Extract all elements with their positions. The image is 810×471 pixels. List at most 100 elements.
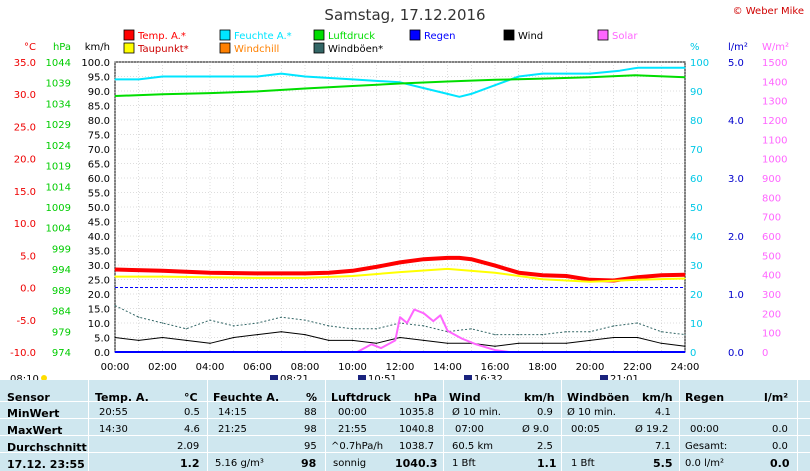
series-point xyxy=(161,93,164,95)
series-point xyxy=(209,92,211,94)
windboeen-min-value: 4.1 xyxy=(655,407,671,418)
regen-total-label: Gesamt: xyxy=(685,441,728,452)
kmh-axis-tick: 60.0 xyxy=(88,174,110,185)
legend-swatch xyxy=(123,29,135,41)
kmh-axis-tick: 20.0 xyxy=(88,290,110,301)
series-point xyxy=(432,320,434,322)
windboeen-max-value: Ø 19.2 xyxy=(635,424,669,435)
solar-axis-tick: 1000 xyxy=(762,155,787,166)
feuchte-avg-value: 95 xyxy=(304,441,317,452)
series-point xyxy=(565,331,567,333)
legend-swatch xyxy=(313,42,325,54)
percent-axis-tick: 0 xyxy=(690,348,696,359)
kmh-axis-tick: 65.0 xyxy=(88,160,110,171)
solar-axis-tick: 200 xyxy=(762,309,781,320)
x-tick-label: 02:00 xyxy=(148,362,177,373)
kmh-axis-tick: 55.0 xyxy=(88,189,110,200)
series-point xyxy=(406,322,408,324)
series-point xyxy=(328,339,330,341)
series-point xyxy=(636,336,639,339)
moon-icon xyxy=(464,375,472,380)
series-point xyxy=(351,78,354,80)
hpa-axis-tick: 974 xyxy=(52,348,71,359)
row-label-avg: Durchschnitt xyxy=(7,441,87,454)
percent-axis-tick: 50 xyxy=(690,203,703,214)
series-point xyxy=(185,339,187,341)
x-tick-label: 24:00 xyxy=(671,362,700,373)
series-point xyxy=(589,279,591,281)
solar-axis-tick: 1200 xyxy=(762,116,787,127)
temp-axis-tick: 0.0 xyxy=(20,284,36,295)
stats-table: Sensor MinWert MaxWert Durchschnitt 17.1… xyxy=(0,380,810,471)
legend-swatch xyxy=(409,29,421,41)
percent-axis-tick: 80 xyxy=(690,116,703,127)
series-point xyxy=(541,73,544,75)
series-point xyxy=(399,261,401,264)
solar-axis-tick: 100 xyxy=(762,329,781,340)
x-tick-label: 06:00 xyxy=(243,362,272,373)
series-point xyxy=(461,337,463,340)
solar-axis-tick: 800 xyxy=(762,193,781,204)
temp-min-time: 20:55 xyxy=(99,407,128,418)
regen-total-value: 0.0 xyxy=(772,441,788,452)
series-point xyxy=(636,322,639,324)
hpa-axis-tick: 979 xyxy=(52,327,71,338)
solar-axis-tick: 500 xyxy=(762,251,781,262)
percent-axis-label: % xyxy=(690,42,700,53)
sunrise-label: 08:10 xyxy=(10,374,39,380)
solar-axis-tick: 300 xyxy=(762,290,781,301)
series-point xyxy=(660,274,662,276)
series-point xyxy=(660,342,662,344)
x-tick-label: 16:00 xyxy=(481,362,510,373)
series-point xyxy=(446,330,449,332)
hpa-axis-tick: 984 xyxy=(52,307,71,318)
feuchte-unit: % xyxy=(306,391,318,404)
windboeen-min-label: Ø 10 min. xyxy=(567,407,616,418)
luftdruck-max-value: 1040.8 xyxy=(399,424,434,435)
kmh-axis-tick: 0.0 xyxy=(94,348,110,359)
hpa-axis-tick: 1009 xyxy=(46,203,71,214)
series-point xyxy=(634,74,636,76)
percent-axis-tick: 60 xyxy=(690,174,703,185)
series-point xyxy=(446,342,449,344)
luftdruck-trend: ^0.7hPa/h xyxy=(331,441,384,452)
series-point xyxy=(328,325,330,327)
series-point xyxy=(161,276,164,278)
percent-axis-tick: 70 xyxy=(690,145,703,156)
feuchte-current-value: 98 xyxy=(301,457,317,470)
hpa-axis-tick: 1014 xyxy=(46,182,71,193)
percent-axis-tick: 10 xyxy=(690,319,703,330)
series-point xyxy=(684,334,686,336)
solar-axis-tick: 1500 xyxy=(762,58,787,69)
luftdruck-forecast: sonnig xyxy=(333,458,367,469)
series-point xyxy=(304,75,306,78)
hpa-axis-tick: 999 xyxy=(52,244,71,255)
series-point xyxy=(660,331,662,333)
series-point xyxy=(233,325,235,327)
x-tick-label: 18:00 xyxy=(528,362,557,373)
regen-max-value: 0.0 xyxy=(772,424,788,435)
series-point xyxy=(541,334,544,336)
moon-icon xyxy=(358,375,366,380)
series-point xyxy=(256,75,259,78)
series-point xyxy=(256,334,259,336)
feuchte-min-value: 88 xyxy=(304,407,317,418)
series-point xyxy=(684,277,686,280)
series-point xyxy=(351,275,354,277)
copyright-link[interactable]: © Weber Mike xyxy=(732,6,804,17)
series-point xyxy=(636,276,639,278)
wind-current-value: 1.1 xyxy=(537,457,557,470)
series-point xyxy=(619,70,621,72)
kmh-axis-label: km/h xyxy=(85,42,110,53)
series-point xyxy=(351,270,354,272)
weather-chart: 00:00 02:00 04:00 06:00 08:00 10:00 12:00 14:00… xyxy=(10,29,789,380)
feuchte-abs: 5.16 g/m³ xyxy=(215,458,264,469)
rain-axis-tick: 4.0 xyxy=(728,116,744,127)
kmh-axis-tick: 40.0 xyxy=(88,232,110,243)
legend-label: Windchill xyxy=(234,44,279,55)
solar-axis-tick: 600 xyxy=(762,232,781,243)
rain-axis-tick: 2.0 xyxy=(728,232,744,243)
legend-label: Solar xyxy=(612,31,638,42)
temp-axis-tick: 20.0 xyxy=(14,155,36,166)
wind-distance: 60.5 km xyxy=(452,441,493,452)
